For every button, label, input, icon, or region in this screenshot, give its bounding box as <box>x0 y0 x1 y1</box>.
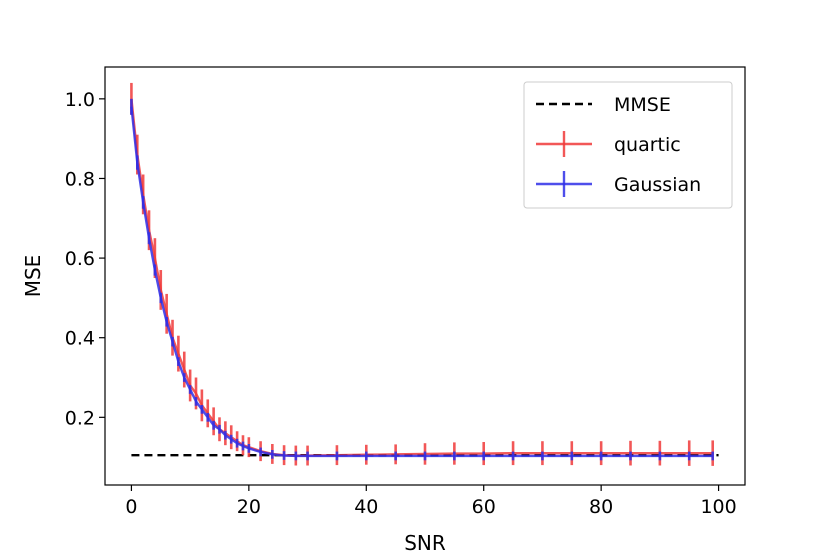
series-gaussian <box>130 98 715 461</box>
y-tick-label: 0.4 <box>65 328 95 350</box>
legend: MMSE quartic Gaussian <box>523 81 733 209</box>
legend-box <box>523 81 733 209</box>
gaussian-line <box>130 106 713 458</box>
x-tick-label: 40 <box>354 496 378 518</box>
x-tick-label: 0 <box>125 496 137 518</box>
legend-label: Gaussian <box>614 174 701 196</box>
legend-entry-quartic: quartic <box>536 131 681 157</box>
y-tick-label: 0.2 <box>65 407 95 429</box>
x-axis-ticks: 0 20 40 60 80 100 <box>125 485 737 518</box>
x-tick-label: 80 <box>589 496 613 518</box>
y-axis-label: MSE <box>21 255 45 298</box>
plot-area <box>104 66 746 486</box>
axes-frame <box>104 66 746 486</box>
legend-label: MMSE <box>614 94 671 116</box>
legend-entry-mmse: MMSE <box>536 94 671 116</box>
y-tick-label: 0.8 <box>65 168 95 190</box>
x-tick-label: 100 <box>700 496 736 518</box>
y-tick-label: 1.0 <box>65 89 95 111</box>
x-axis-label: SNR <box>404 531 446 554</box>
y-axis-ticks: 0.2 0.4 0.6 0.8 1.0 <box>65 89 105 429</box>
y-tick-label: 0.6 <box>65 248 95 270</box>
legend-entry-gaussian: Gaussian <box>536 171 701 197</box>
x-tick-label: 60 <box>472 496 496 518</box>
legend-label: quartic <box>614 134 681 156</box>
x-tick-label: 20 <box>237 496 261 518</box>
